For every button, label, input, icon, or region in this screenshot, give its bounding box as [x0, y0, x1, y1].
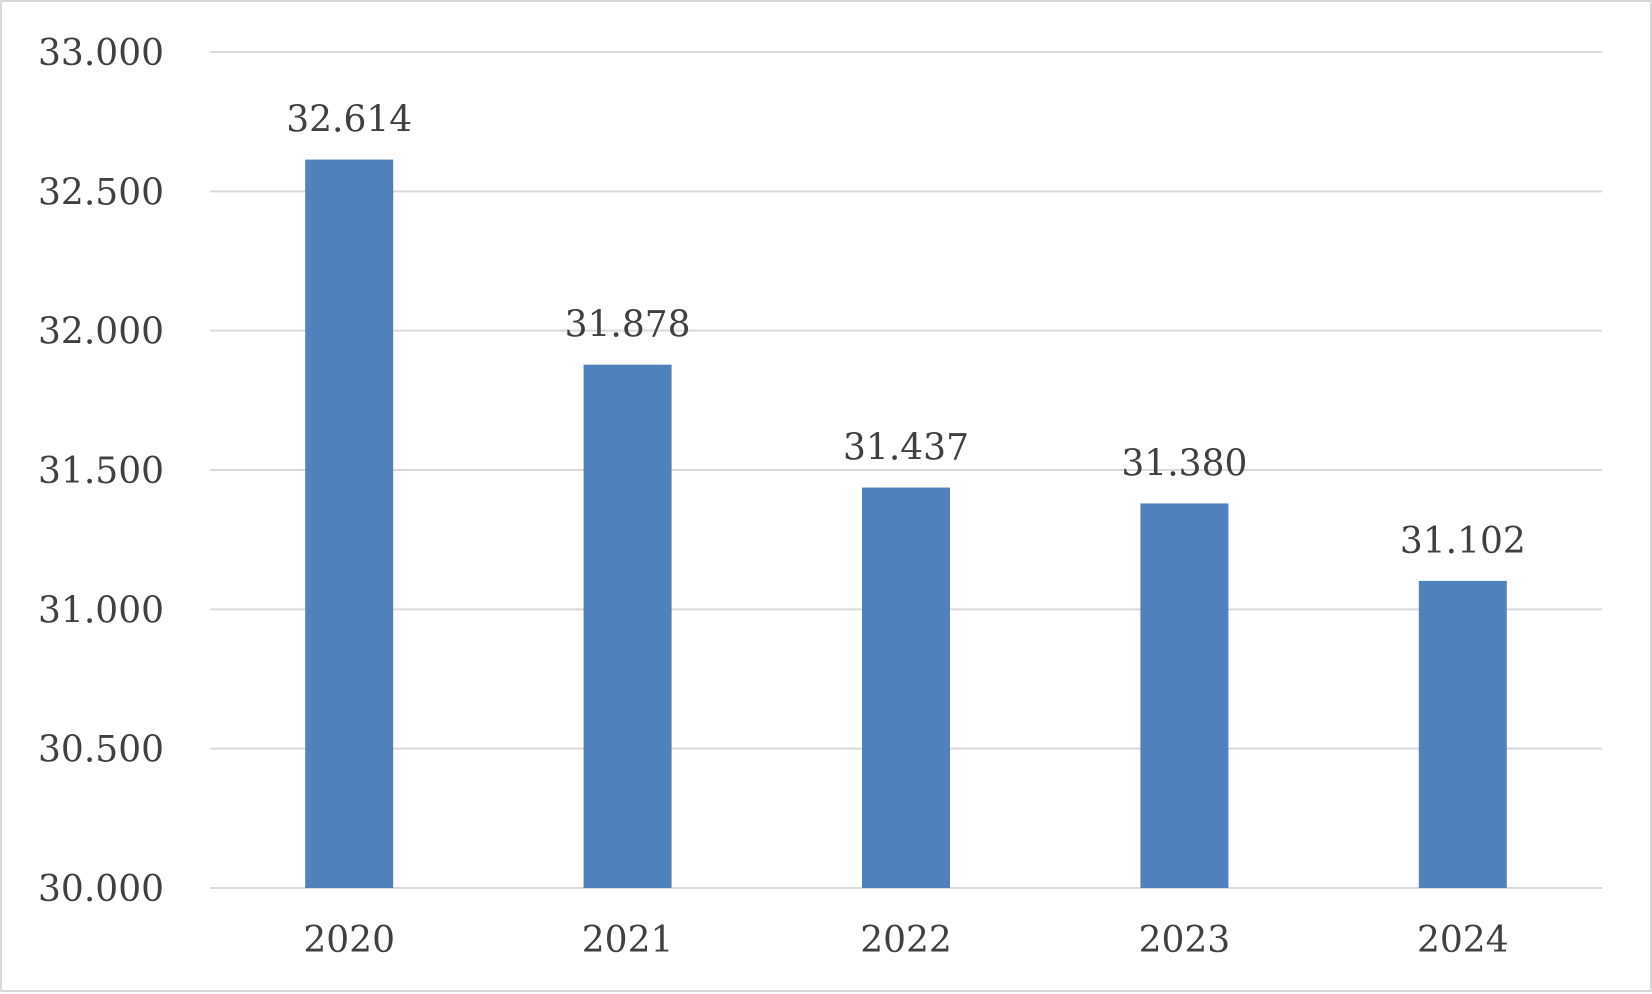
y-tick-label: 33.000	[38, 33, 164, 74]
data-labels: 32.614 31.878 31.437 31.380 31.102	[286, 100, 1526, 562]
x-category-label: 2023	[1139, 920, 1231, 961]
x-category-label: 2020	[303, 920, 395, 961]
bar	[1418, 580, 1507, 888]
x-axis-category-labels: 2020 2021 2022 2023 2024	[303, 920, 1508, 961]
bar	[305, 159, 394, 889]
data-label: 31.380	[1121, 443, 1247, 484]
y-tick-label: 32.000	[38, 312, 164, 353]
y-tick-label: 31.000	[38, 590, 164, 631]
x-category-label: 2024	[1417, 920, 1509, 961]
y-tick-label: 30.000	[38, 869, 164, 910]
data-label: 31.878	[565, 305, 691, 346]
bar	[862, 487, 950, 888]
bar	[1140, 503, 1229, 888]
y-tick-label: 30.500	[38, 730, 164, 771]
data-label: 31.102	[1400, 521, 1526, 562]
data-label: 32.614	[286, 100, 412, 141]
x-category-label: 2021	[582, 920, 674, 961]
y-tick-label: 32.500	[38, 172, 164, 213]
y-tick-label: 31.500	[38, 451, 164, 492]
bar	[583, 364, 672, 888]
x-category-label: 2022	[860, 920, 952, 961]
y-axis-tick-labels: 30.000 30.500 31.000 31.500 32.000 32.500 33.0…	[38, 33, 164, 910]
data-label: 31.437	[843, 428, 969, 469]
bars	[305, 159, 1507, 889]
